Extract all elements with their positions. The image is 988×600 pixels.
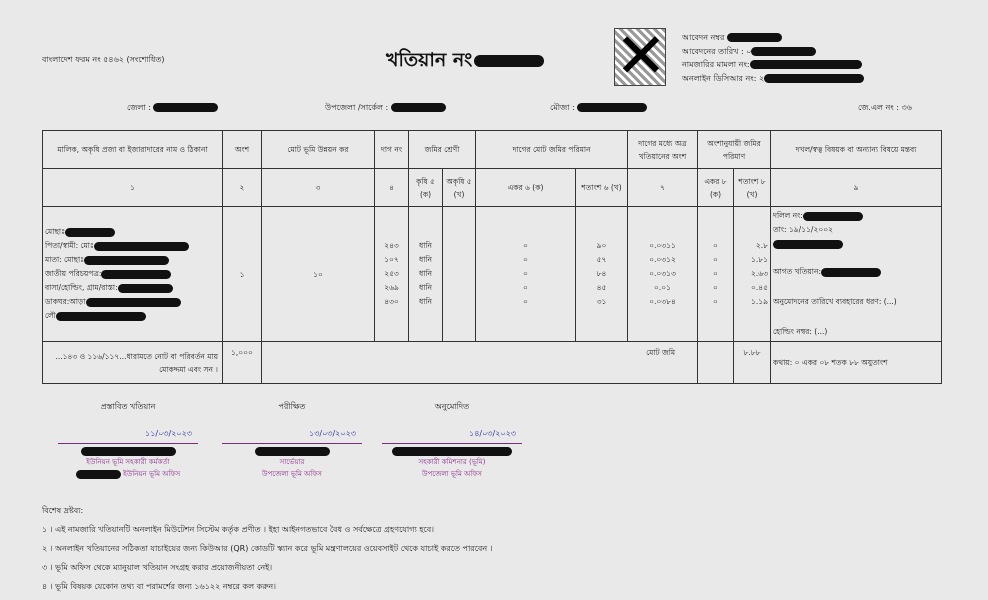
- district: জেলা :: [127, 102, 219, 115]
- note-item: ১ । এই নামজারি খতিয়ানটি অনলাইন মিউটেশন …: [42, 525, 435, 534]
- col-header-dag-total: দাগের মোট জমির পরিমান: [475, 130, 628, 169]
- redaction: [474, 54, 545, 67]
- owner-share: ১: [222, 206, 262, 342]
- page-title: খতিয়ান নং: [386, 46, 545, 78]
- total-value: ৮.৮৮: [733, 341, 771, 384]
- subheader: ৯: [770, 168, 942, 207]
- col-header-remarks: দখল/স্বত্ব বিষয়ক বা অন্যান্য বিষয়ে মন্…: [770, 130, 942, 169]
- subheader: একর ৮ (ক): [697, 168, 734, 207]
- note-item: ৪ । ভূমি বিষয়ক যেকোন তথ্য বা পরামর্শের …: [42, 582, 276, 591]
- subheader: ৩: [261, 168, 375, 207]
- header-row: মালিক, অকৃষি প্রজা বা ইজারাদারের নাম ও ঠ…: [42, 130, 942, 169]
- meta-application-date: আবেদনের তারিখ : ০: [682, 45, 864, 59]
- subheader: অকৃষি ৫ (খ): [442, 168, 476, 207]
- application-meta: আবেদন নম্বর আবেদনের তারিখ : ০ নামজারির ম…: [682, 31, 865, 86]
- qr-code: ✕: [614, 19, 667, 92]
- footer-note: ...১৪৩ ও ১১৬/১১৭...ধারামতে নোট বা পরিবর্…: [42, 341, 223, 384]
- data-row: মোছাঃ পিতা/স্বামী: মোঃ মাতা: মোছাঃ জাতীয…: [42, 206, 942, 342]
- upazila: উপজেলা /সার্কেল :: [325, 102, 446, 115]
- total-acre: [697, 341, 734, 384]
- share-decimal: ২.৮ ১.৮১ ২.৬৩ ০.৪৫ ১.১৯: [733, 206, 771, 342]
- jl-number: জে.এল নং : ৩৬: [858, 103, 912, 112]
- subheader: কৃষি ৫ (ক): [408, 168, 443, 207]
- total-label: মোট জমি: [261, 341, 698, 384]
- mouza: মৌজা :: [550, 102, 648, 115]
- land-class-nonagri: [442, 206, 476, 342]
- total-in-words: কথায়: ০ একর ০৮ শতক ৮৮ অযুতাংশ: [770, 341, 942, 384]
- khatian-table: মালিক, অকৃষি প্রজা বা ইজারাদারের নাম ও ঠ…: [42, 130, 942, 384]
- remarks: দলিল নং: তাং: ১৯/১১/২০০২ আগত খতিয়ান: অন…: [770, 206, 942, 342]
- subheader: শতাংশ ৬ (খ): [575, 168, 628, 207]
- note-item: ২ । অনলাইন খতিয়ানের সঠিকতা যাচাইয়ের জন…: [42, 544, 493, 553]
- signature-verified: পরীক্ষিত ১৩/০৩/২০২৩ সার্ভেয়ার উপজেলা ভূ…: [222, 401, 362, 480]
- owner-info: মোছাঃ পিতা/স্বামী: মোঃ মাতা: মোছাঃ জাতীয…: [42, 206, 223, 342]
- signature-approved: অনুমোদিত ১৪/০৩/২০২৩ সহকারী কমিশনার (ভূমি…: [382, 401, 522, 480]
- land-tax: ১০: [261, 206, 375, 342]
- total-row: ...১৪৩ ও ১১৬/১১৭...ধারামতে নোট বা পরিবর্…: [42, 341, 942, 384]
- meta-application-no: আবেদন নম্বর: [682, 31, 864, 45]
- dag-numbers: ২৪৩ ১০৭ ২৫৩ ২৬৯ ৪৩০: [374, 206, 409, 342]
- col-header-khatian-share: দাগের মধ্যে অত্র খতিয়ানের অংশ: [627, 130, 698, 169]
- subheader: ১: [42, 168, 223, 207]
- meta-mutation-case: নামজারির মামলা নং:: [682, 58, 864, 72]
- col-header-dag: দাগ নং: [374, 130, 409, 169]
- col-header-share: অংশ: [222, 130, 262, 169]
- subheader: একর ৬ (ক): [475, 168, 576, 207]
- title-text: খতিয়ান নং: [386, 49, 473, 71]
- signature-proposed: প্রস্তাবিত খতিয়ান ১১/০৩/২০২৩ ইউনিয়ন ভূ…: [58, 401, 198, 480]
- col-header-land-class: জমির শ্রেণী: [408, 130, 476, 169]
- dag-decimal: ৯০ ৫৭ ৮৪ ৪৫ ৩১: [575, 206, 628, 342]
- meta-dcr-no: অনলাইন ডিসিআর নং: ২: [682, 72, 865, 86]
- subheader: ৪: [374, 168, 409, 207]
- col-header-owner: মালিক, অকৃষি প্রজা বা ইজারাদারের নাম ও ঠ…: [42, 130, 223, 169]
- col-header-tax: মোট ভূমি উন্নয়ন কর: [261, 130, 375, 169]
- special-notes: বিশেষ দ্রষ্টব্য: ১ । এই নামজারি খতিয়ানট…: [42, 505, 493, 600]
- cross-out-mark: ✕: [615, 19, 667, 92]
- subheader: ২: [222, 168, 262, 207]
- subheader-row: ১ ২ ৩ ৪ কৃষি ৫ (ক) অকৃষি ৫ (খ) একর ৬ (ক)…: [42, 168, 942, 207]
- land-class-agri: ধানি ধানি ধানি ধানি ধানি: [408, 206, 443, 342]
- khatian-share: ০.০৩১১ ০.০৩১২ ০.০৩১৩ ০.০১ ০.০৩৮৪: [627, 206, 698, 342]
- form-number: বাংলাদেশ ফরম নং ৫৪৬২ (সংশোধিত): [42, 55, 165, 64]
- subheader: শতাংশ ৮ (খ): [733, 168, 771, 207]
- col-header-share-amount: অংশানুযায়ী জমির পরিমাণ: [697, 130, 771, 169]
- footer-share: ১,০০০: [222, 341, 262, 384]
- subheader: ৭: [627, 168, 698, 207]
- note-item: ৩ । ভূমি অফিস থেকে ম্যানুয়াল খতিয়ান সং…: [42, 563, 273, 572]
- notes-title: বিশেষ দ্রষ্টব্য:: [42, 506, 84, 515]
